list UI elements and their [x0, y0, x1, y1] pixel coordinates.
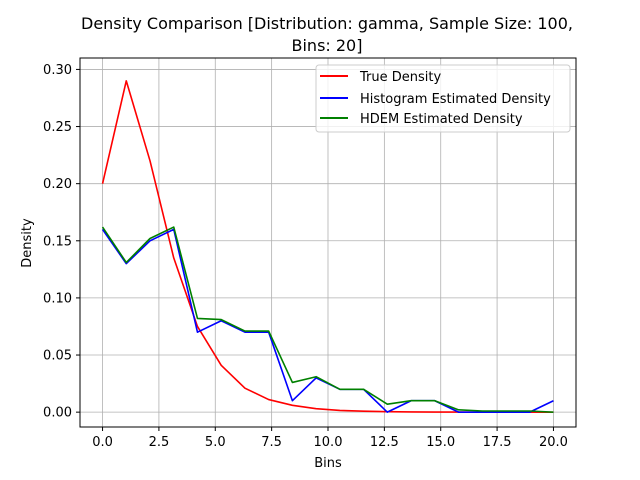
x-axis-ticks: 0.0 2.5 5.0 7.5 10.0 12.5 15.0 17.5 20.0	[92, 427, 568, 450]
legend-label-true-density: True Density	[359, 70, 441, 85]
y-tick-label: 0.20	[43, 177, 72, 192]
legend-box	[315, 64, 571, 133]
y-axis-label: Density	[20, 218, 35, 268]
x-tick-label: 15.0	[426, 435, 455, 450]
series-lines	[101, 80, 554, 413]
y-tick-label: 0.10	[43, 291, 72, 306]
y-axis-ticks: 0.00 0.05 0.10 0.15 0.20 0.25 0.30	[43, 63, 80, 421]
x-tick-label: 0.0	[92, 435, 113, 450]
x-tick-label: 17.5	[483, 435, 512, 450]
x-tick-label: 7.5	[261, 435, 282, 450]
y-tick-label: 0.05	[43, 349, 72, 364]
legend: True Density Histogram Estimated Density…	[315, 64, 571, 133]
y-tick-label: 0.30	[43, 63, 72, 78]
y-tick-label: 0.25	[43, 120, 72, 135]
hdem-density-line	[101, 226, 554, 413]
x-axis-label: Bins	[314, 456, 342, 471]
chart-title-line-1: Density Comparison [Distribution: gamma,…	[81, 14, 573, 33]
x-tick-label: 12.5	[370, 435, 399, 450]
chart-title: Density Comparison [Distribution: gamma,…	[81, 14, 573, 55]
x-tick-label: 5.0	[205, 435, 226, 450]
x-tick-label: 20.0	[539, 435, 568, 450]
y-tick-label: 0.00	[43, 406, 72, 421]
legend-label-histogram-density: Histogram Estimated Density	[360, 92, 551, 107]
x-tick-label: 10.0	[314, 435, 343, 450]
chart-title-line-2: Bins: 20]	[292, 36, 363, 55]
x-tick-label: 2.5	[149, 435, 170, 450]
y-tick-label: 0.15	[43, 234, 72, 249]
legend-label-hdem-density: HDEM Estimated Density	[360, 112, 523, 127]
